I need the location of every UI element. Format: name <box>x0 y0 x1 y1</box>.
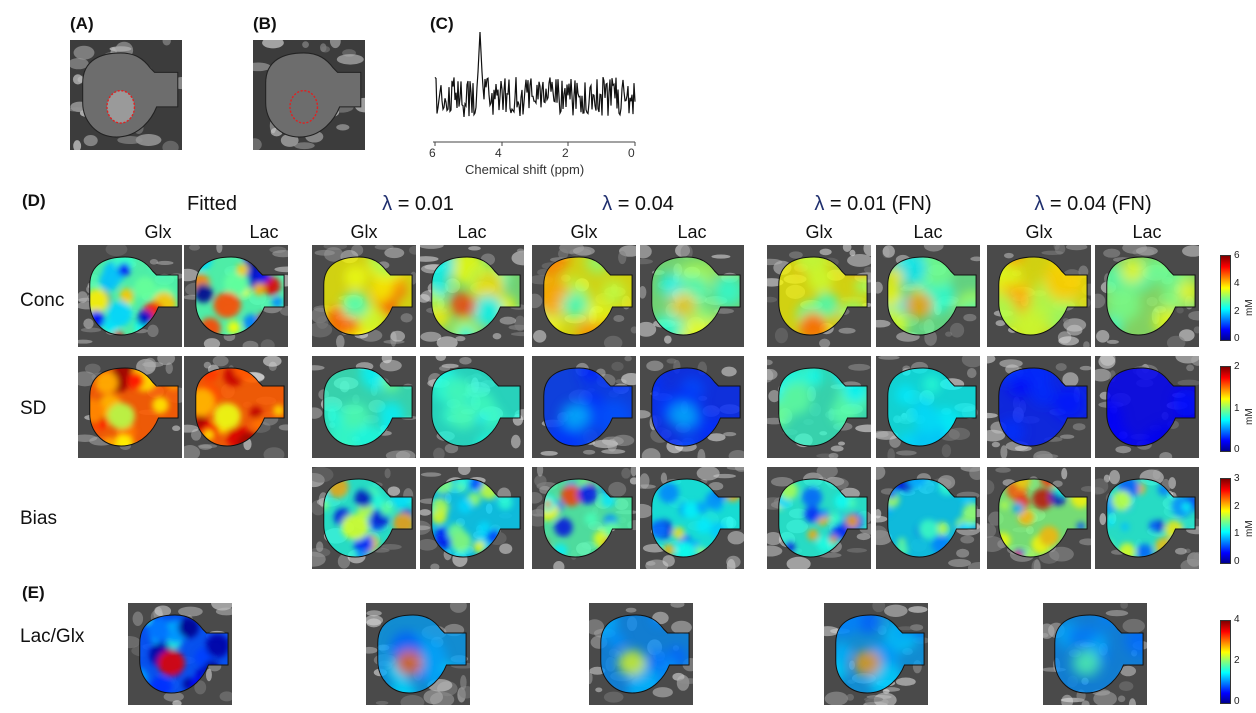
spectrum-x-label: Chemical shift (ppm) <box>465 162 585 177</box>
panel-label-c: (C) <box>430 14 454 33</box>
header-lambda-004: λ = 0.04 <box>602 193 674 215</box>
map-sd-3 <box>420 356 524 458</box>
map-bias-8 <box>987 467 1091 569</box>
header-fitted: Fitted <box>186 193 238 215</box>
col-glx-3: Glx <box>805 222 833 242</box>
colorbar-sd <box>1220 366 1231 452</box>
cbar-bias-1: 1 <box>1234 528 1240 539</box>
spectrum-plot <box>433 31 636 146</box>
map-ratio-3 <box>824 603 928 705</box>
cbar-conc-2: 2 <box>1234 306 1240 317</box>
col-lac-3: Lac <box>913 222 943 242</box>
spectrum-line <box>434 31 636 118</box>
tick-label-2: 2 <box>562 146 569 160</box>
cbar-bias-2: 2 <box>1234 501 1240 512</box>
header-lambda-001-fn: λ = 0.01 (FN) <box>814 193 932 215</box>
row-label-sd: SD <box>20 398 47 419</box>
panel-label-b: (B) <box>253 14 277 33</box>
row-label-lac-glx: Lac/Glx <box>20 626 85 647</box>
map-conc-3 <box>420 245 524 347</box>
cbar-bias-0: 0 <box>1234 556 1240 567</box>
map-sd-8 <box>987 356 1091 458</box>
map-bias-4 <box>532 467 636 569</box>
cbar-conc-0: 0 <box>1234 333 1240 344</box>
col-lac-1: Lac <box>457 222 487 242</box>
colorbar-conc <box>1220 255 1231 341</box>
header-lambda-001: λ = 0.01 <box>382 193 454 215</box>
panel-label-a: (A) <box>70 14 94 33</box>
map-sd-9 <box>1095 356 1199 458</box>
col-lac-4: Lac <box>1132 222 1162 242</box>
cbar-bias-3: 3 <box>1234 473 1240 484</box>
cbar-conc-6: 6 <box>1234 250 1240 261</box>
map-conc-9 <box>1095 245 1199 347</box>
map-conc-4 <box>532 245 636 347</box>
map-ratio-4 <box>1043 603 1147 705</box>
map-bias-6 <box>767 467 871 569</box>
row-label-bias: Bias <box>20 508 57 529</box>
map-ratio-2 <box>589 603 693 705</box>
map-ratio-0 <box>128 603 232 705</box>
map-sd-1 <box>184 356 288 458</box>
map-conc-0 <box>78 245 182 347</box>
col-glx-4: Glx <box>1025 222 1053 242</box>
mri-image-a <box>67 36 191 155</box>
tick-label-0: 0 <box>628 146 635 160</box>
cbar-ratio-2: 2 <box>1234 655 1240 666</box>
map-conc-5 <box>640 245 744 347</box>
map-sd-0 <box>78 356 182 458</box>
col-lac-2: Lac <box>677 222 707 242</box>
panel-label-e: (E) <box>22 583 45 602</box>
cbar-sd-1: 1 <box>1234 403 1240 414</box>
colorbar-ratio <box>1220 620 1231 704</box>
map-bias-2 <box>312 467 416 569</box>
cbar-sd-2: 2 <box>1234 361 1240 372</box>
cbar-conc-4: 4 <box>1234 278 1240 289</box>
map-bias-3 <box>420 467 524 569</box>
map-bias-5 <box>640 467 744 569</box>
cbar-ratio-0: 0 <box>1234 696 1240 707</box>
colorbar-bias <box>1220 478 1231 564</box>
cbar-sd-unit: mM <box>1244 408 1255 425</box>
col-glx-0: Glx <box>144 222 172 242</box>
mri-image-b <box>245 33 375 151</box>
map-ratio-1 <box>366 603 470 705</box>
header-lambda-004-fn: λ = 0.04 (FN) <box>1034 193 1152 215</box>
map-sd-4 <box>532 356 636 458</box>
map-sd-7 <box>876 356 980 458</box>
panel-label-d: (D) <box>22 191 46 210</box>
col-lac-0: Lac <box>249 222 279 242</box>
map-bias-9 <box>1095 467 1199 569</box>
cbar-sd-0: 0 <box>1234 444 1240 455</box>
row-label-conc: Conc <box>20 290 65 311</box>
map-conc-8 <box>987 245 1091 347</box>
tumor-roi-outline <box>289 89 319 124</box>
col-glx-1: Glx <box>350 222 378 242</box>
map-sd-6 <box>767 356 871 458</box>
cbar-ratio-4: 4 <box>1234 614 1240 625</box>
map-conc-6 <box>767 245 871 347</box>
map-conc-1 <box>184 245 288 347</box>
map-conc-2 <box>312 245 416 347</box>
tick-label-4: 4 <box>495 146 502 160</box>
map-sd-5 <box>640 356 744 458</box>
map-bias-7 <box>876 467 980 569</box>
cbar-bias-unit: mM <box>1244 520 1255 537</box>
col-glx-2: Glx <box>570 222 598 242</box>
tumor-roi-outline <box>106 89 136 124</box>
tick-label-6: 6 <box>429 146 436 160</box>
map-sd-2 <box>312 356 416 458</box>
map-conc-7 <box>876 245 980 347</box>
cbar-conc-unit: mM <box>1244 299 1255 316</box>
